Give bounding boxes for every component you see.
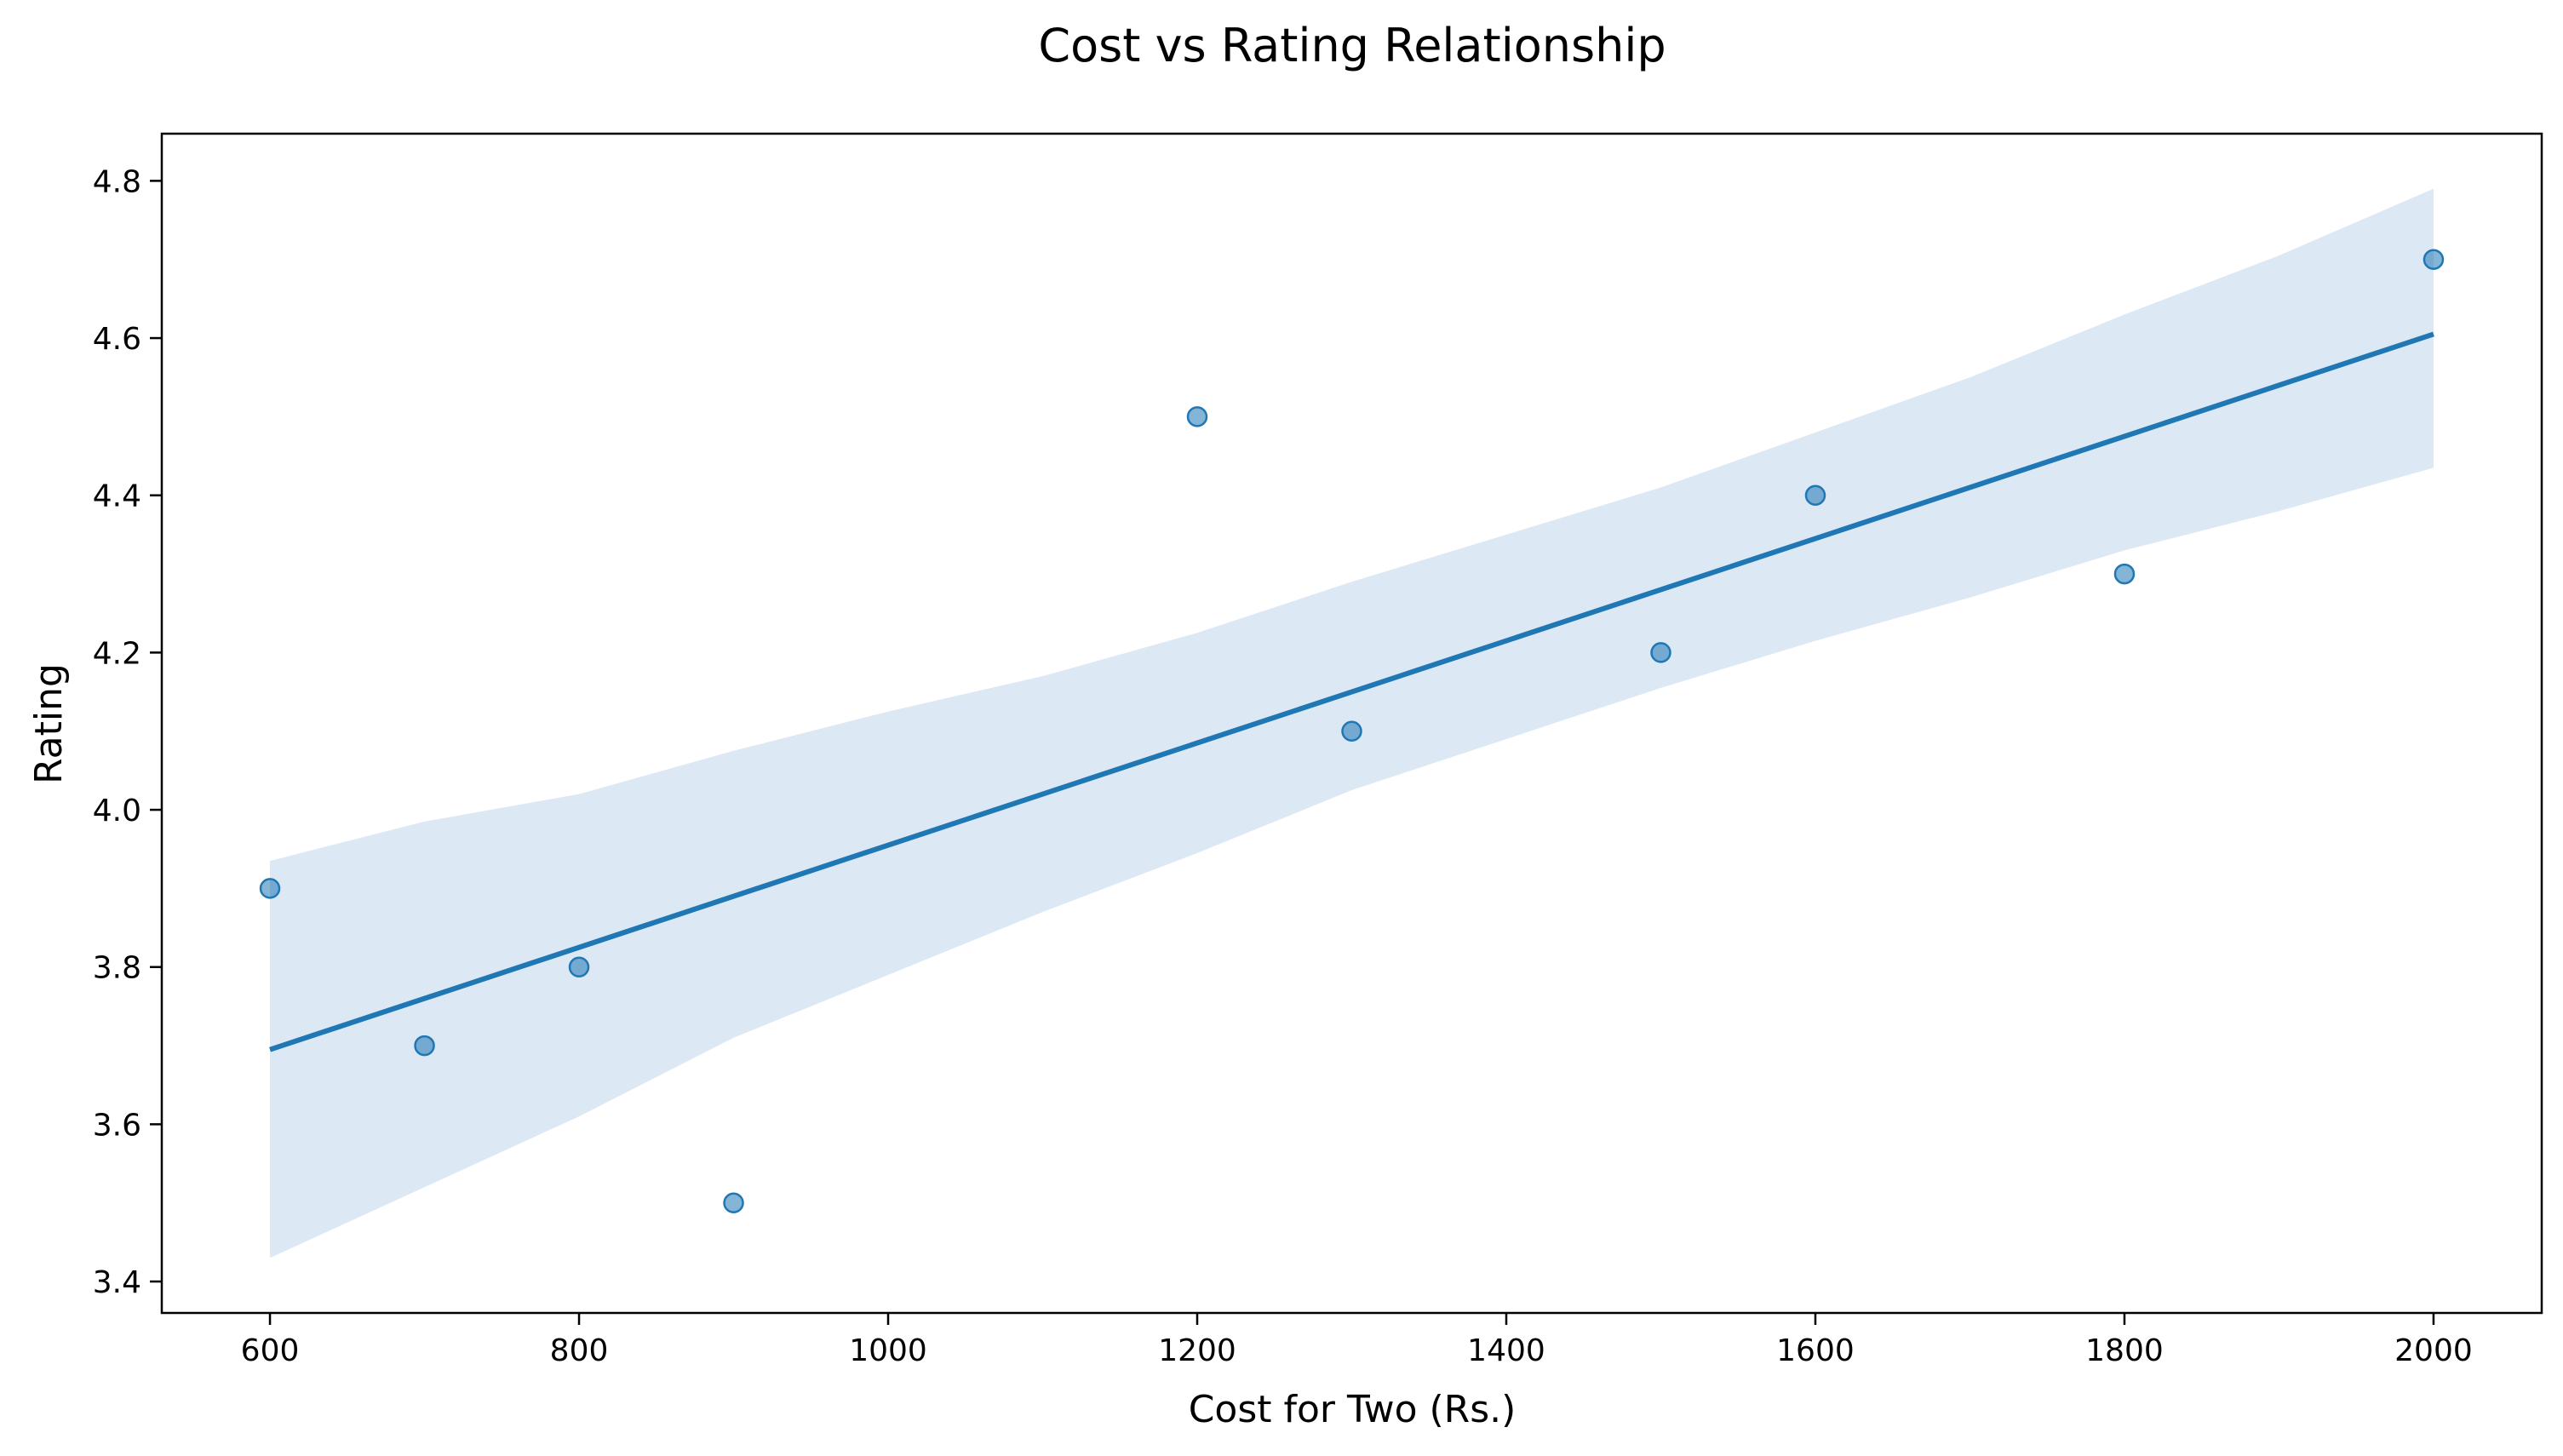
x-tick-label: 1600 <box>1776 1333 1855 1368</box>
plot-area <box>160 132 2543 1315</box>
y-tick-label: 4.2 <box>93 636 141 671</box>
chart-title: Cost vs Rating Relationship <box>1038 19 1666 72</box>
x-tick-label: 1800 <box>2085 1333 2164 1368</box>
x-tick-label: 800 <box>550 1333 609 1368</box>
x-tick-label: 2000 <box>2394 1333 2473 1368</box>
data-point <box>1804 484 1826 506</box>
y-tick-label: 3.6 <box>93 1108 141 1143</box>
x-tick-label: 1000 <box>849 1333 927 1368</box>
plot-frame <box>160 132 2543 1315</box>
regression-line <box>269 331 2434 1052</box>
x-tick-label: 1400 <box>1467 1333 1545 1368</box>
data-point <box>414 1035 435 1057</box>
data-point <box>1650 642 1671 663</box>
y-tick-label: 4.8 <box>93 164 141 199</box>
x-tick-label: 600 <box>241 1333 300 1368</box>
x-axis-label: Cost for Two (Rs.) <box>1189 1388 1517 1431</box>
y-tick-label: 4.4 <box>93 479 141 514</box>
data-point <box>259 878 281 899</box>
data-points <box>259 249 2445 1213</box>
x-tick-label: 1200 <box>1158 1333 1236 1368</box>
data-point <box>1186 406 1208 427</box>
data-point <box>2113 563 2136 585</box>
data-point <box>568 956 590 977</box>
x-axis-ticks: 600 800 1000 1200 1400 1600 1800 2000 <box>241 1313 2473 1368</box>
y-axis-ticks: 3.4 3.6 3.8 4.0 4.2 4.4 4.6 4.8 <box>93 164 162 1300</box>
data-point <box>723 1192 744 1213</box>
y-tick-label: 4.0 <box>93 794 141 828</box>
data-point <box>1341 720 1362 742</box>
y-axis-label: Rating <box>27 663 71 784</box>
y-tick-label: 4.6 <box>93 322 141 357</box>
y-tick-label: 3.4 <box>93 1265 141 1300</box>
data-point <box>2423 249 2445 270</box>
y-tick-label: 3.8 <box>93 951 141 986</box>
